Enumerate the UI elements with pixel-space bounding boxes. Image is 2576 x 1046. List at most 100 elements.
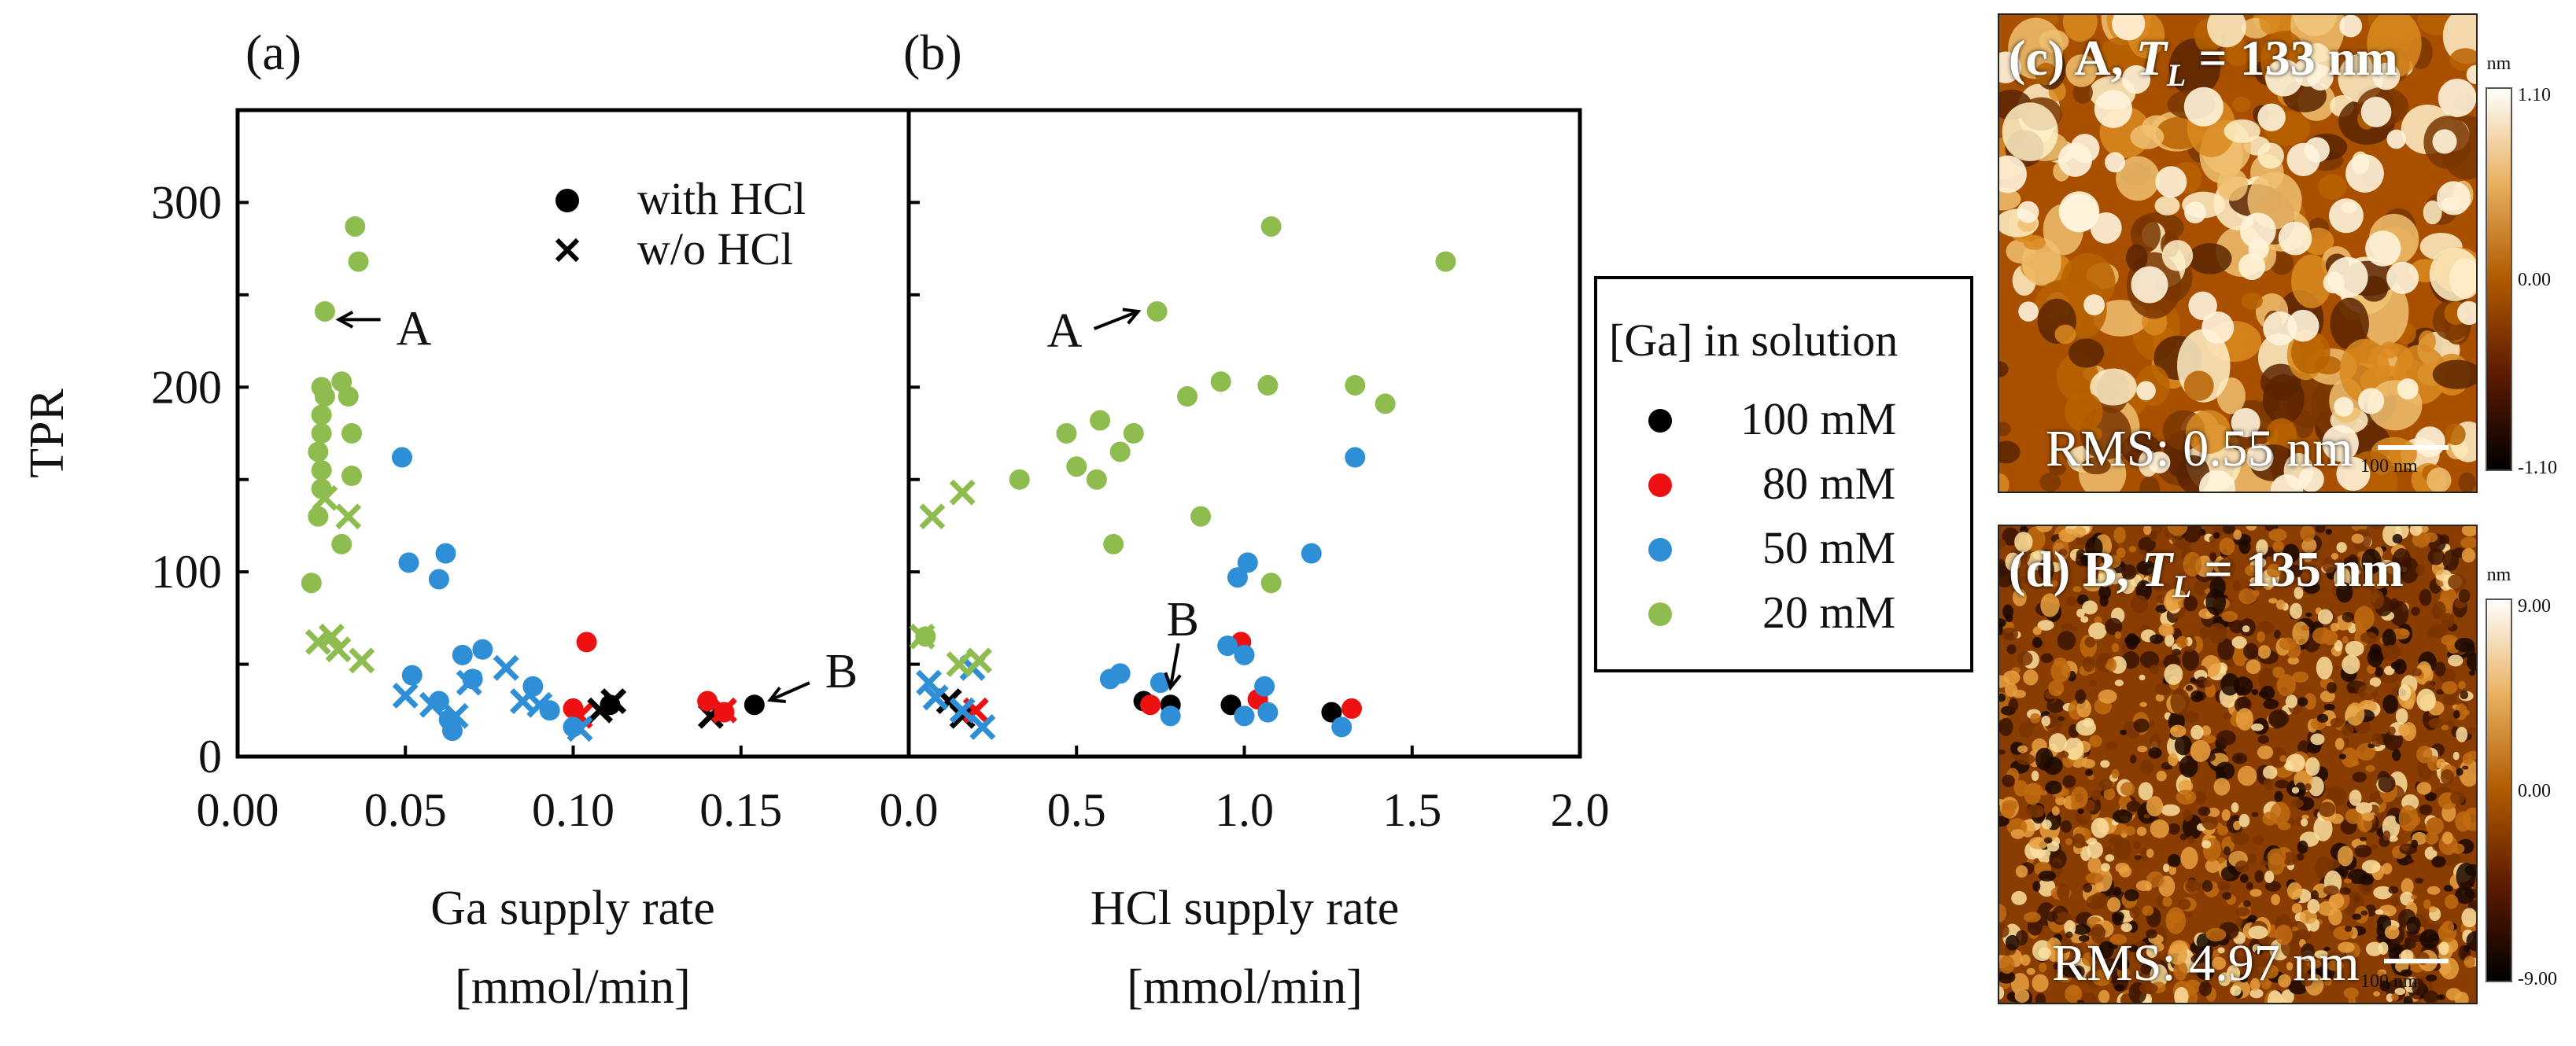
afm-grain [2235, 754, 2243, 762]
afm-c-title: (c) A, TL = 133 nm [2009, 30, 2398, 93]
panel-a-point-50-mm-circle-2 [435, 543, 456, 564]
afm-grain [2030, 713, 2041, 724]
afm-grain [2076, 608, 2085, 618]
panel-b-point-20-mm-circle-14 [1260, 573, 1282, 594]
afm-grain [2078, 935, 2090, 942]
afm-grain-bright [1998, 155, 2027, 193]
afm-grain [2344, 878, 2353, 884]
afm-c-rms: RMS: 0.55 nm [2046, 420, 2353, 477]
afm-grain [2434, 661, 2446, 677]
panel-a-point-100-mm-circle-0 [744, 694, 765, 716]
afm-grain [2360, 910, 2368, 916]
panel-b-point-100-mm-cross-1 [949, 702, 976, 729]
afm-grain [2221, 610, 2238, 622]
afm-grain [2301, 625, 2310, 632]
afm-grain [2268, 746, 2287, 768]
afm-grain [2354, 844, 2372, 858]
afm-grain [2427, 886, 2441, 895]
afm-grain [2014, 989, 2030, 1004]
afm-grain [2043, 837, 2053, 844]
afm-grain [2423, 532, 2438, 543]
afm-grain [2330, 297, 2369, 350]
afm-grain [2187, 881, 2202, 891]
afm-grain-bright [2298, 466, 2324, 492]
afm-d-texture [1998, 525, 2477, 1004]
afm-grain [2035, 525, 2053, 532]
afm-grain [2126, 244, 2148, 272]
panel-a-xtick-label-2: 0.10 [532, 784, 614, 836]
afm-grain [2455, 811, 2471, 832]
afm-grain [2178, 779, 2194, 794]
afm-grain [2449, 48, 2477, 72]
afm-grain [2355, 802, 2373, 815]
afm-d-scalebar-label: 100 nm [2360, 971, 2418, 992]
afm-grain [2370, 525, 2382, 530]
afm-grain [2061, 750, 2069, 758]
afm-grain [2114, 984, 2125, 992]
afm-grain [2035, 993, 2046, 1004]
afm-grain [2174, 735, 2192, 756]
afm-grain [2311, 889, 2319, 901]
afm-grain-bright [2456, 301, 2477, 326]
afm-grain [2109, 836, 2124, 846]
afm-grain [2246, 659, 2261, 675]
afm-grain [2140, 963, 2151, 975]
afm-grain [2243, 900, 2251, 908]
afm-grain [2126, 801, 2142, 812]
afm-grain [2264, 880, 2282, 892]
panel-a-point-20-mm-circle-10 [308, 441, 329, 462]
afm-grain [2129, 905, 2140, 919]
panel-b-point-20-mm-cross-4 [966, 647, 993, 674]
afm-grain [2217, 638, 2235, 661]
panel-b-xtick-label-0: 0.0 [880, 784, 939, 836]
afm-grain [2266, 418, 2297, 450]
panel-b-point-50-mm-circle-5 [1227, 567, 1248, 588]
afm-grain-bright [2057, 142, 2093, 177]
afm-grain [2162, 864, 2170, 873]
afm-grain [2215, 761, 2235, 780]
afm-grain [2294, 782, 2306, 798]
afm-grain [2263, 374, 2305, 425]
panel-a-xtick-label-1: 0.05 [364, 784, 447, 836]
afm-grain [2330, 790, 2345, 807]
afm-grain [2235, 907, 2250, 917]
afm-d-colorbar-top: 9.00 [2518, 596, 2551, 617]
afm-grain [2021, 238, 2061, 286]
afm-grain [2114, 680, 2124, 687]
afm-c-scalebar-label: 100 nm [2360, 456, 2418, 477]
panel-b-point-20-mm-circle-18 [1435, 251, 1456, 272]
afm-grain [2278, 974, 2291, 988]
afm-grain [2032, 636, 2043, 648]
afm-grain [2294, 586, 2304, 599]
afm-grain-bright [2183, 87, 2224, 127]
afm-grain [2002, 102, 2058, 161]
afm-grain [2128, 945, 2139, 952]
afm-grain [2002, 775, 2015, 787]
afm-grain [2105, 741, 2118, 750]
afm-grain [2201, 816, 2218, 831]
afm-grain [2068, 338, 2105, 368]
panel-b-point-20-mm-cross-3 [946, 651, 972, 678]
afm-grain [1998, 558, 2006, 572]
panel-a-point-80-mm-circle-2 [697, 691, 718, 712]
afm-grain [2443, 885, 2453, 892]
panel-b-point-20-mm-circle-12 [1210, 371, 1231, 392]
afm-grain [2113, 886, 2122, 897]
afm-grain [2020, 954, 2031, 967]
panel-b-letter: (b) [903, 24, 962, 80]
afm-grain [2419, 588, 2432, 606]
afm-grain-bright [2328, 198, 2364, 234]
panel-b-xtick-label-2: 1.0 [1215, 784, 1274, 836]
panel-b-point-20-mm-circle-8 [1123, 423, 1144, 444]
afm-grain [2350, 569, 2361, 576]
panel-a-point-80-mm-circle-0 [576, 632, 597, 653]
afm-grain [2138, 782, 2153, 801]
afm-grain [2379, 670, 2400, 683]
afm-grain [2232, 955, 2249, 967]
afm-grain [2386, 561, 2398, 575]
afm-grain [2245, 962, 2259, 982]
panel-b-xtick-label-4: 2.0 [1551, 784, 1610, 836]
afm-grain [2218, 856, 2226, 864]
afm-grain [2456, 726, 2468, 742]
afm-grain [2373, 991, 2380, 997]
